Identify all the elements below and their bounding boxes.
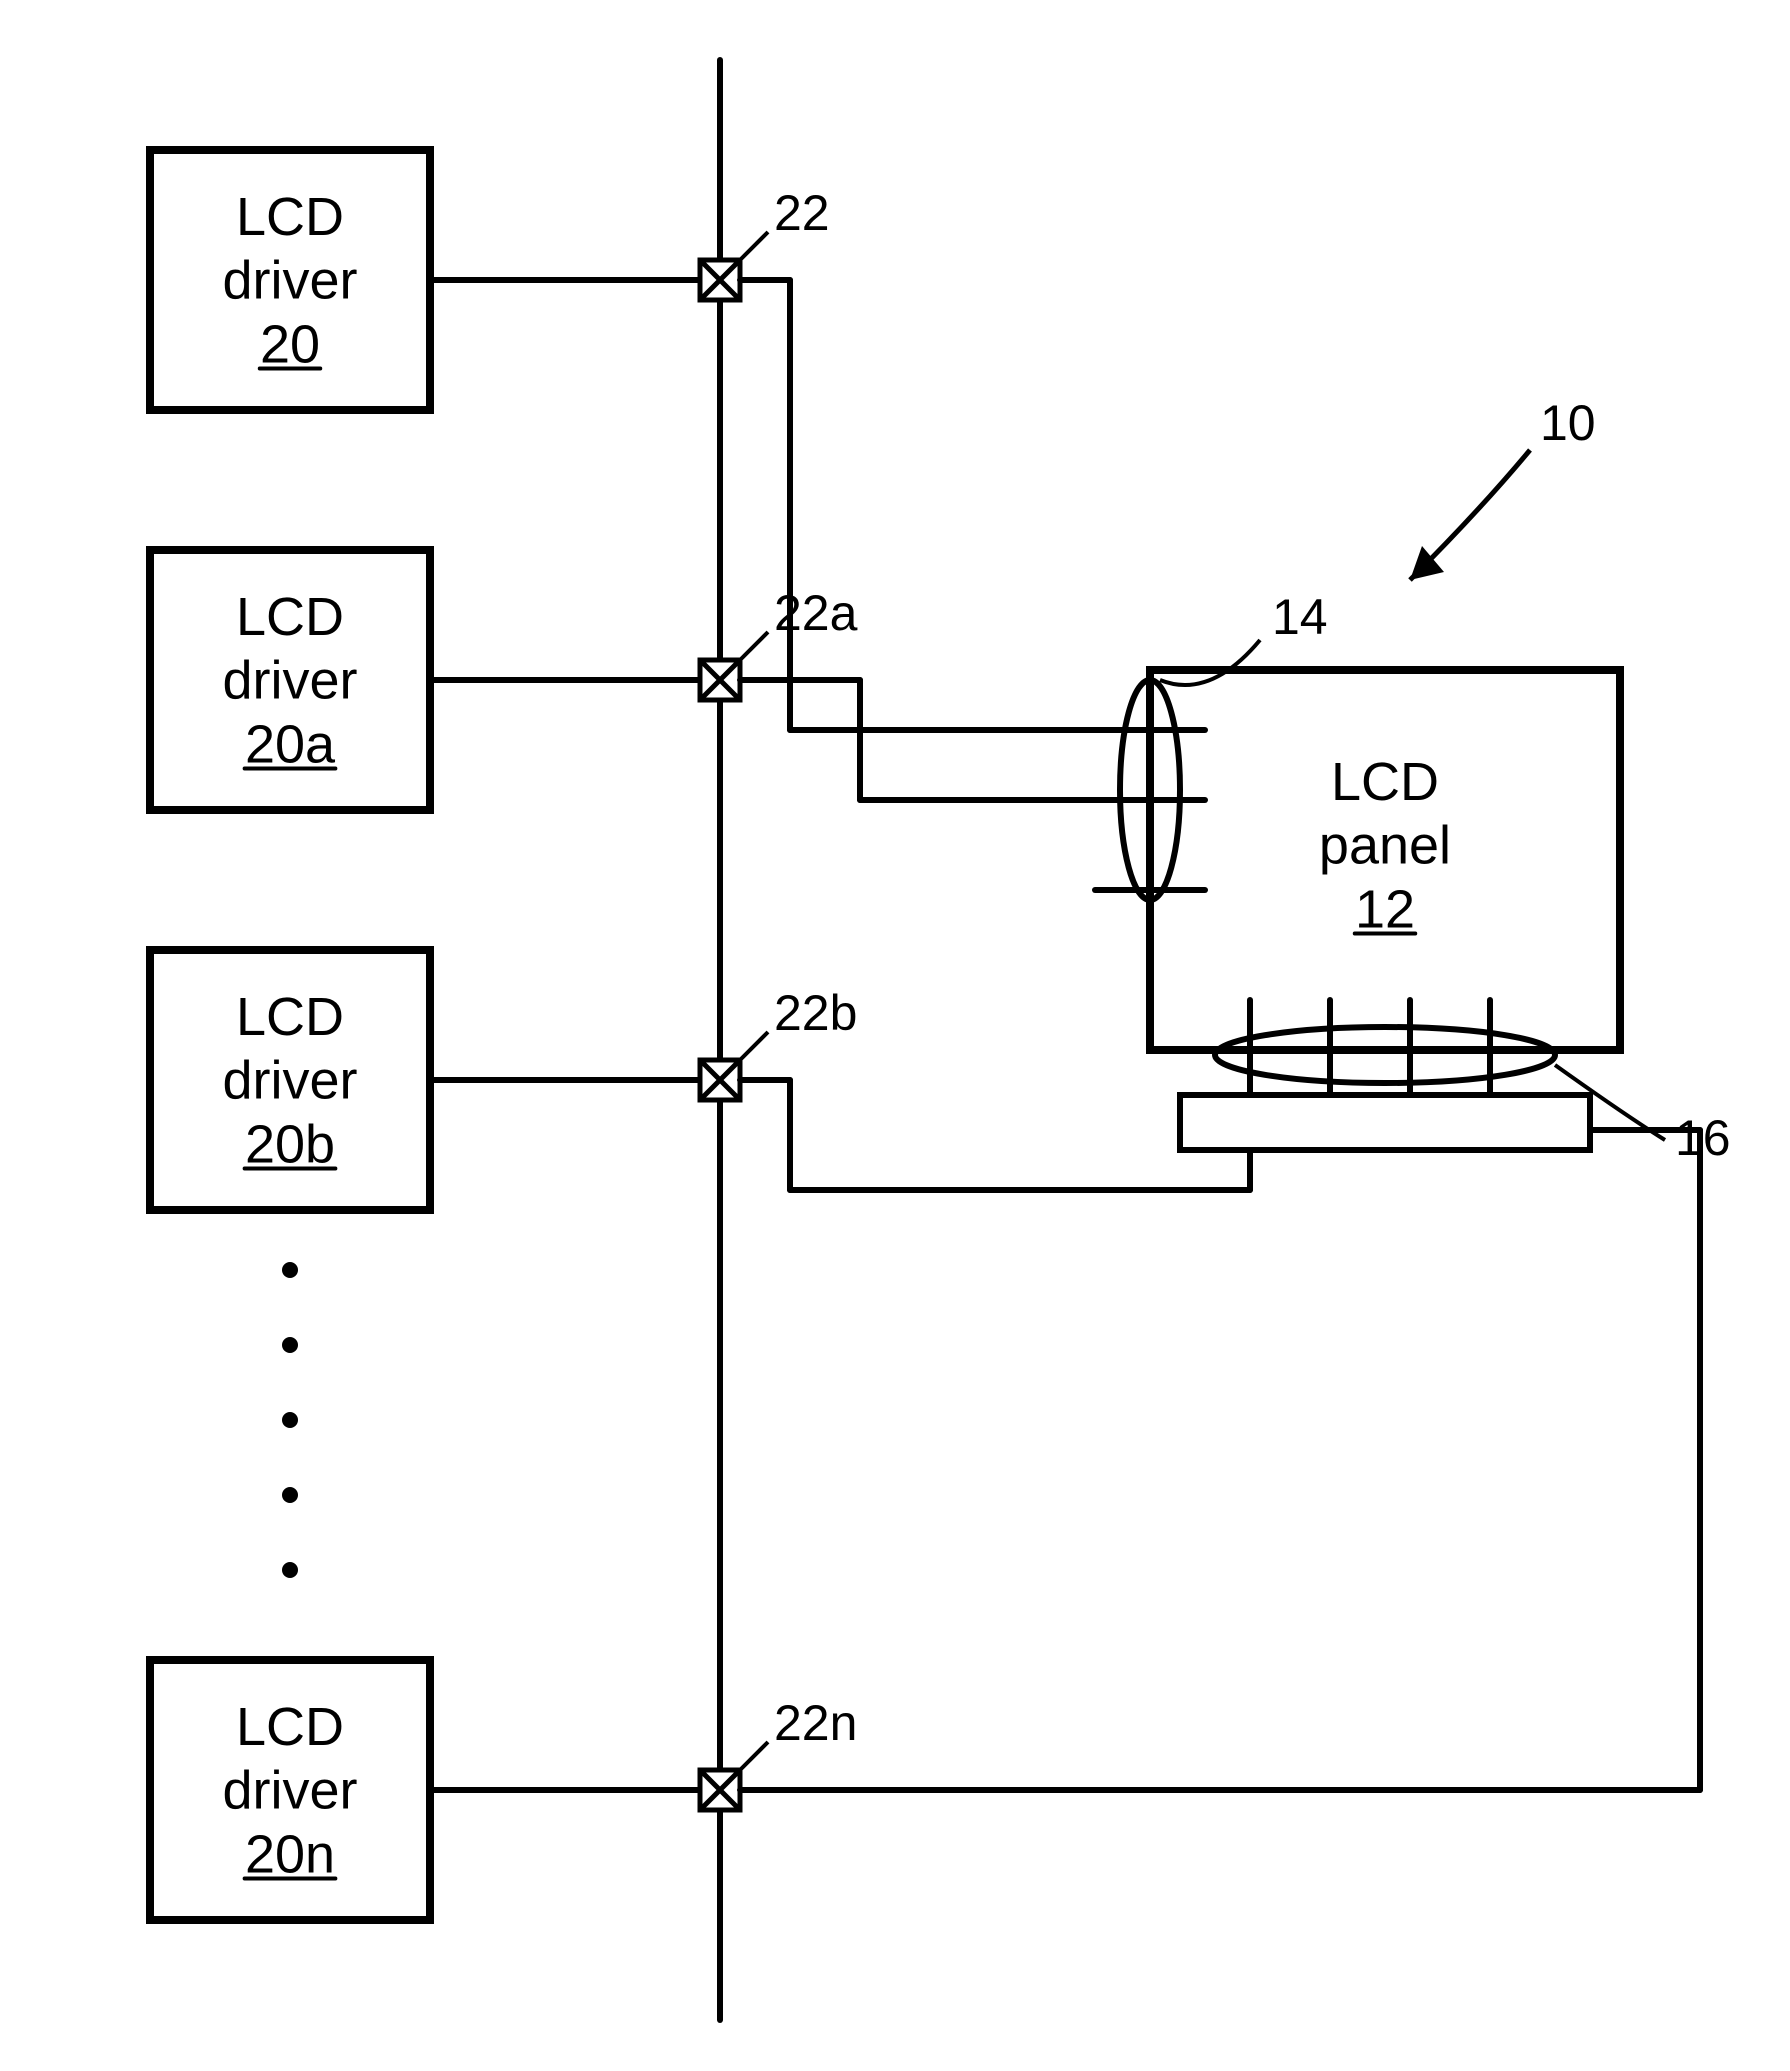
- column-driver-module: [1180, 1095, 1590, 1150]
- driver-ref: 20b: [245, 1114, 335, 1174]
- ellipsis-dot: [282, 1562, 298, 1578]
- ellipsis-dot: [282, 1262, 298, 1278]
- driver-ref: 20a: [245, 714, 336, 774]
- bus-switch: [700, 632, 768, 700]
- driver-label-line1: LCD: [236, 587, 344, 647]
- driver-ref: 20: [260, 314, 320, 374]
- panel-label-line2: panel: [1319, 816, 1451, 876]
- system-ref-label: 10: [1540, 395, 1596, 451]
- bus-switch: [700, 232, 768, 300]
- panel-ref: 12: [1355, 879, 1415, 939]
- switch-label: 22b: [774, 985, 857, 1041]
- driver-label-line2: driver: [222, 1051, 357, 1111]
- driver-label-line2: driver: [222, 251, 357, 311]
- driver-label-line2: driver: [222, 651, 357, 711]
- row-bus-label: 14: [1272, 589, 1328, 645]
- ellipsis-dot: [282, 1412, 298, 1428]
- driver-ref: 20n: [245, 1824, 335, 1884]
- switch-label: 22n: [774, 1695, 857, 1751]
- ellipsis-dot: [282, 1487, 298, 1503]
- driver-label-line1: LCD: [236, 987, 344, 1047]
- bus-switch: [700, 1742, 768, 1810]
- switch-label: 22: [774, 185, 830, 241]
- driver-label-line1: LCD: [236, 187, 344, 247]
- bus-switch: [700, 1032, 768, 1100]
- driver-label-line2: driver: [222, 1761, 357, 1821]
- ellipsis-dot: [282, 1337, 298, 1353]
- switch-label: 22a: [774, 585, 858, 641]
- driver-label-line1: LCD: [236, 1697, 344, 1757]
- panel-label-line1: LCD: [1331, 752, 1439, 812]
